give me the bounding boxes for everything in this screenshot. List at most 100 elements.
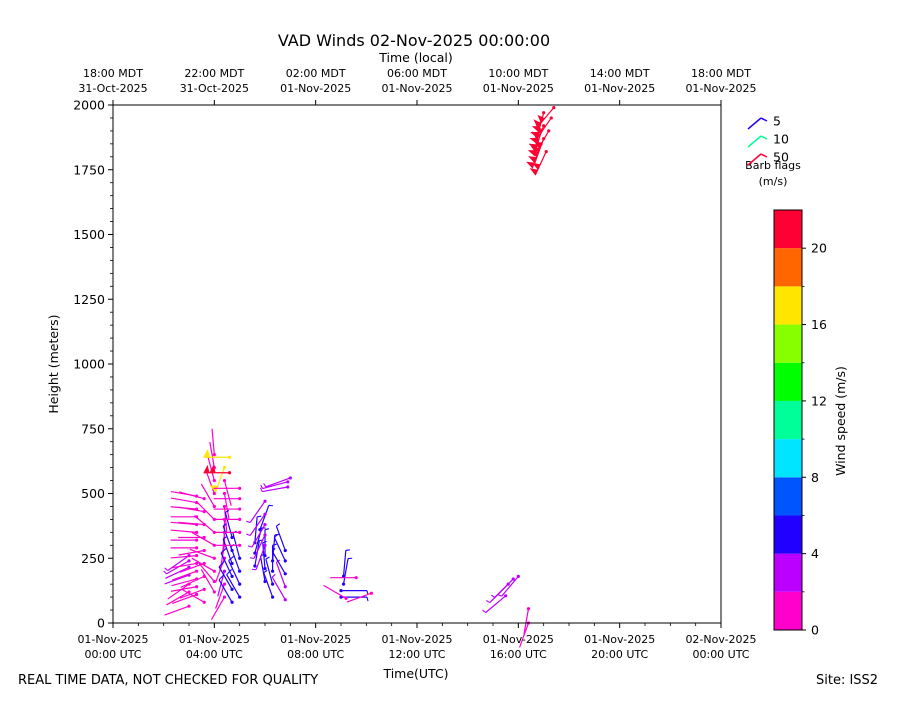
barb-half-feather <box>491 595 495 597</box>
x-tick-label-time: 12:00 UTC <box>388 648 445 661</box>
legend-barb-feather <box>761 154 767 157</box>
barb-half-feather <box>266 557 270 559</box>
x-tick-label-date: 01-Nov-2025 <box>483 633 554 646</box>
colorbar-bin <box>774 554 802 592</box>
y-tick-label: 2000 <box>73 98 105 113</box>
quality-disclaimer: REAL TIME DATA, NOT CHECKED FOR QUALITY <box>18 673 318 688</box>
barb-shaft <box>172 571 196 580</box>
barb-shaft <box>276 526 285 550</box>
plot-frame <box>113 105 721 623</box>
wind-barb <box>171 546 199 549</box>
wind-barb <box>204 449 232 459</box>
wind-barb <box>276 524 286 552</box>
x-tick-label-time: 00:00 UTC <box>692 648 749 661</box>
barb-legend-entry: 5 <box>748 114 781 130</box>
wind-barbs-layer <box>164 106 556 647</box>
barb-half-feather <box>164 571 167 574</box>
barb-shaft <box>171 530 197 532</box>
top-tick-label-time: 02:00 MDT <box>286 67 346 80</box>
y-tick-label: 1000 <box>73 357 105 372</box>
top-tick-label-time: 18:00 MDT <box>83 67 143 80</box>
barb-shaft <box>171 556 197 558</box>
colorbar-bin <box>774 363 802 401</box>
x-tick-label-date: 01-Nov-2025 <box>77 633 148 646</box>
x-tick-label-time: 20:00 UTC <box>591 648 648 661</box>
colorbar-label: Wind speed (m/s) <box>833 366 848 476</box>
y-tick-label: 1500 <box>73 227 105 242</box>
axes-layer: 02505007501000125015001750200001-Nov-202… <box>73 67 756 661</box>
chart-title: VAD Winds 02-Nov-2025 00:00:00 <box>278 31 550 50</box>
wind-barb <box>165 605 191 615</box>
wind-barb <box>339 589 368 595</box>
barb-shaft <box>502 576 519 596</box>
colorbar-bin <box>774 286 802 324</box>
colorbar-bin <box>774 401 802 439</box>
wind-barb <box>179 492 206 500</box>
barb-legend-label: 10 <box>773 132 789 147</box>
barb-half-feather <box>246 534 250 535</box>
barb-half-feather <box>482 610 485 612</box>
barb-half-feather <box>257 516 261 517</box>
barb-shaft <box>227 575 240 598</box>
barb-half-feather <box>346 550 350 551</box>
x-tick-label-date: 01-Nov-2025 <box>584 633 655 646</box>
top-tick-label-time: 22:00 MDT <box>184 67 244 80</box>
y-tick-label: 250 <box>81 551 105 566</box>
top-tick-label-date: 01-Nov-2025 <box>584 82 655 95</box>
top-tick-label-time: 14:00 MDT <box>590 67 650 80</box>
colorbar-tick-label: 16 <box>811 317 827 332</box>
colorbar-bin <box>774 248 802 286</box>
top-tick-label-time: 10:00 MDT <box>488 67 548 80</box>
barb-half-feather <box>498 594 502 596</box>
barb-shaft <box>192 532 215 545</box>
colorbar-tick-label: 8 <box>811 470 819 485</box>
top-axis-label: Time (local) <box>378 50 452 65</box>
wind-barb <box>263 529 269 558</box>
top-tick-label-date: 01-Nov-2025 <box>685 82 756 95</box>
barb-flag <box>530 168 538 175</box>
colorbar-bin <box>774 439 802 477</box>
top-tick-label-date: 01-Nov-2025 <box>381 82 452 95</box>
y-tick-label: 1750 <box>73 162 105 177</box>
top-tick-label-date: 01-Nov-2025 <box>483 82 554 95</box>
wind-barb <box>214 544 242 547</box>
top-tick-label-date: 31-Oct-2025 <box>78 82 147 95</box>
barb-shaft <box>250 501 265 522</box>
wind-barb <box>214 531 242 534</box>
x-tick-label-date: 02-Nov-2025 <box>685 633 756 646</box>
wind-barb <box>204 465 232 475</box>
barb-half-feather <box>250 558 254 559</box>
barb-half-feather <box>276 524 279 526</box>
barb-shaft <box>179 507 205 512</box>
y-tick-label: 0 <box>97 616 105 631</box>
x-tick-label-time: 16:00 UTC <box>490 648 547 661</box>
colorbar-bin <box>774 325 802 363</box>
y-tick-label: 750 <box>81 421 105 436</box>
colorbar-bin <box>774 592 802 630</box>
barb-shaft <box>324 585 347 598</box>
legend-barb-sample <box>748 118 761 129</box>
barb-legend-units: (m/s) <box>759 175 788 188</box>
barb-half-feather <box>265 529 269 530</box>
barb-half-feather <box>248 546 252 547</box>
legend-barb-sample <box>748 136 761 147</box>
x-tick-label-time: 04:00 UTC <box>186 648 243 661</box>
top-tick-label-time: 06:00 MDT <box>387 67 447 80</box>
wind-barb <box>212 429 216 457</box>
barb-half-feather <box>264 483 266 486</box>
barb-legend-label: 50 <box>773 150 789 165</box>
barb-legend-label: 5 <box>773 114 781 129</box>
barb-shaft <box>179 492 204 499</box>
top-tick-label-time: 18:00 MDT <box>691 67 751 80</box>
barb-half-feather <box>165 568 168 571</box>
x-tick-label-time: 08:00 UTC <box>287 648 344 661</box>
wind-barb <box>171 498 198 504</box>
colorbar-tick-label: 20 <box>811 241 827 256</box>
wind-barb <box>171 554 199 558</box>
wind-barb <box>258 505 273 531</box>
wind-barb <box>171 539 199 542</box>
legend-barb-feather <box>761 118 767 121</box>
colorbar-bin <box>774 477 802 515</box>
